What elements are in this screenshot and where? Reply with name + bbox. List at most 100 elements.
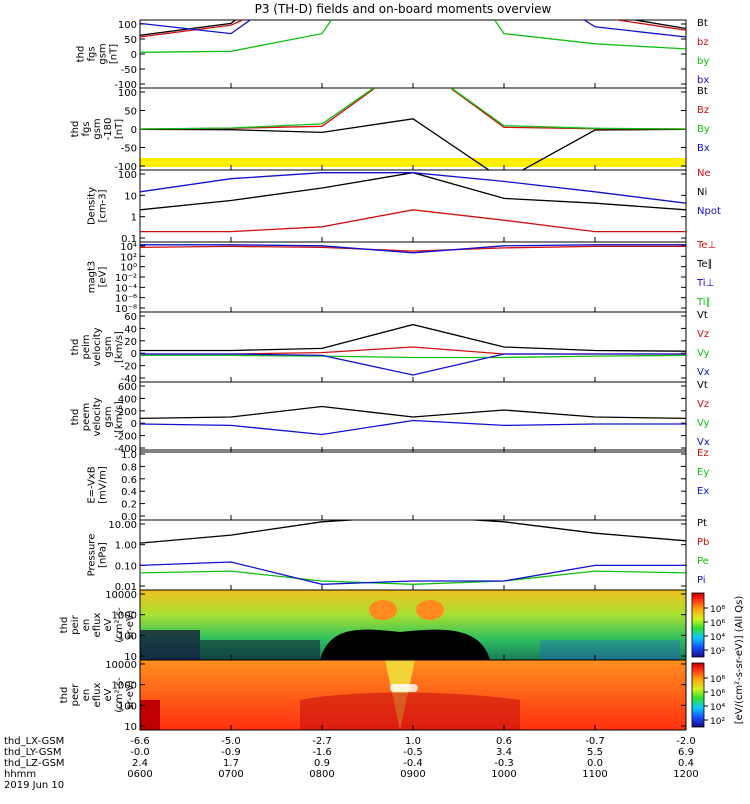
y-tick-label: 1.00 — [115, 541, 137, 552]
x-tick-label: 0.6 — [496, 736, 512, 747]
legend-entry: Vt — [697, 310, 708, 321]
y-tick-label: 10 — [124, 722, 137, 733]
data-gap-strip — [140, 158, 686, 167]
y-tick-label: -100 — [114, 80, 137, 91]
y-tick-label: 100 — [118, 170, 137, 181]
legend-entry: Vx — [697, 367, 710, 378]
series-line-Ti⊥ — [140, 244, 686, 254]
x-tick-label: 3.4 — [496, 747, 512, 758]
y-tick-label: 10⁻⁶ — [115, 294, 137, 305]
y-axis-label: -180 — [103, 118, 114, 141]
series-line-Pe — [140, 570, 686, 585]
legend-entry: Vz — [697, 399, 709, 410]
y-tick-label: 0.10 — [115, 561, 137, 572]
x-tick-label: -5.0 — [221, 736, 241, 747]
y-tick-label: -50 — [121, 144, 137, 155]
y-axis-label: en — [81, 689, 92, 702]
y-tick-label: 0.6 — [121, 475, 137, 486]
x-tick-label: 0.0 — [587, 758, 603, 769]
series-line-bx — [140, 20, 686, 38]
x-tick-label: -0.3 — [494, 758, 514, 769]
electron-colorbar — [691, 662, 705, 728]
y-axis-label: eV — [103, 688, 114, 701]
y-axis-label: peir — [70, 614, 81, 634]
legend-entry: Vx — [697, 437, 710, 448]
x-tick-label: -1.6 — [312, 747, 332, 758]
legend-entry: Bz — [697, 105, 709, 116]
y-axis-label: [cm-3] — [98, 189, 109, 222]
x-row-label: hhmm — [4, 769, 36, 780]
legend-entry: Pb — [697, 537, 709, 548]
panel-5-curves — [140, 323, 686, 376]
legend-entry: Ti⊥ — [696, 278, 714, 289]
x-row-label: 2019 Jun 10 — [4, 780, 64, 791]
y-tick-label: 50 — [124, 107, 137, 118]
legend-entry: Bt — [697, 86, 708, 97]
panel-8-curves — [140, 520, 686, 585]
y-axis-label: sr-eV) — [125, 610, 136, 639]
legend-entry: Pi — [697, 575, 706, 586]
x-tick-label: -0.5 — [403, 747, 423, 758]
legend-entry: Ne — [697, 168, 711, 179]
x-tick-label: 0800 — [309, 769, 334, 780]
y-tick-label: 50 — [124, 35, 137, 46]
y-tick-label: 10² — [120, 252, 137, 263]
legend-entry: Vt — [697, 380, 708, 391]
y-tick-label: 1.0 — [121, 450, 137, 461]
y-tick-label: 1 — [131, 213, 137, 224]
y-axis-label: thd — [59, 687, 70, 704]
x-tick-label: -6.6 — [130, 736, 150, 747]
colorbar-tick-label: 10² — [710, 647, 725, 657]
series-line-Vt — [140, 405, 686, 420]
y-tick-label: 0.2 — [121, 500, 137, 511]
x-tick-label: 6.9 — [678, 747, 694, 758]
series-line-Ne — [140, 209, 686, 233]
colorbar-tick-label: 10⁸ — [710, 675, 725, 685]
y-tick-label: 400 — [118, 394, 137, 405]
series-line-Ni — [140, 172, 686, 211]
legend-entry: Bx — [697, 143, 710, 154]
x-tick-label: -0.9 — [221, 747, 241, 758]
colorbar-tick-label: 10⁶ — [710, 689, 725, 699]
x-row-label: thd_LX-GSM — [4, 736, 64, 747]
legend-entry: Ex — [697, 486, 709, 497]
legend-entry: Ez — [697, 448, 709, 459]
x-tick-label: -0.7 — [585, 736, 605, 747]
x-tick-label: -0.4 — [403, 758, 423, 769]
y-tick-label: 0.01 — [115, 582, 137, 593]
y-tick-label: 0.1 — [121, 234, 137, 245]
ion-spectrogram — [140, 590, 686, 660]
y-axis-label: velocity — [92, 327, 103, 366]
x-tick-label: -0.0 — [130, 747, 150, 758]
series-line-Pt — [140, 520, 686, 544]
legend-entry: Pt — [697, 518, 707, 529]
panel-2-curves — [140, 88, 686, 170]
y-axis-label: E=-VxB — [87, 466, 98, 503]
colorbar-label: [eV/(cm²-s-sr-eV)] (All Qs) — [734, 596, 745, 725]
legend-entry: Npot — [697, 206, 721, 217]
y-tick-label: 100 — [118, 631, 137, 642]
series-line-Vt — [140, 323, 686, 352]
series-line-Bt — [140, 20, 686, 36]
legend-entry: Ni — [697, 187, 707, 198]
y-axis-label: thd — [76, 46, 87, 63]
y-tick-label: -20 — [121, 362, 137, 373]
series-line-Te⊥ — [140, 245, 686, 252]
x-tick-label: -2.7 — [312, 736, 332, 747]
x-tick-label: 0600 — [127, 769, 152, 780]
x-tick-label: 2.4 — [132, 758, 148, 769]
panel-4-curves — [140, 244, 686, 254]
y-axis-label: gsm — [92, 118, 103, 139]
y-axis-label: eflux — [92, 613, 103, 638]
y-axis-label: [mV/m] — [98, 466, 109, 504]
series-line-bz — [140, 20, 686, 38]
colorbar-tick-label: 10⁴ — [710, 703, 725, 713]
y-tick-label: 0 — [131, 419, 137, 430]
series-line-Npot — [140, 172, 686, 204]
legend-entry: Te∥ — [696, 259, 713, 270]
y-axis-label: [km/s] — [114, 331, 125, 363]
x-tick-label: 0900 — [400, 769, 425, 780]
y-axis-label: eflux — [92, 683, 103, 708]
panel-frame-1 — [139, 19, 687, 89]
